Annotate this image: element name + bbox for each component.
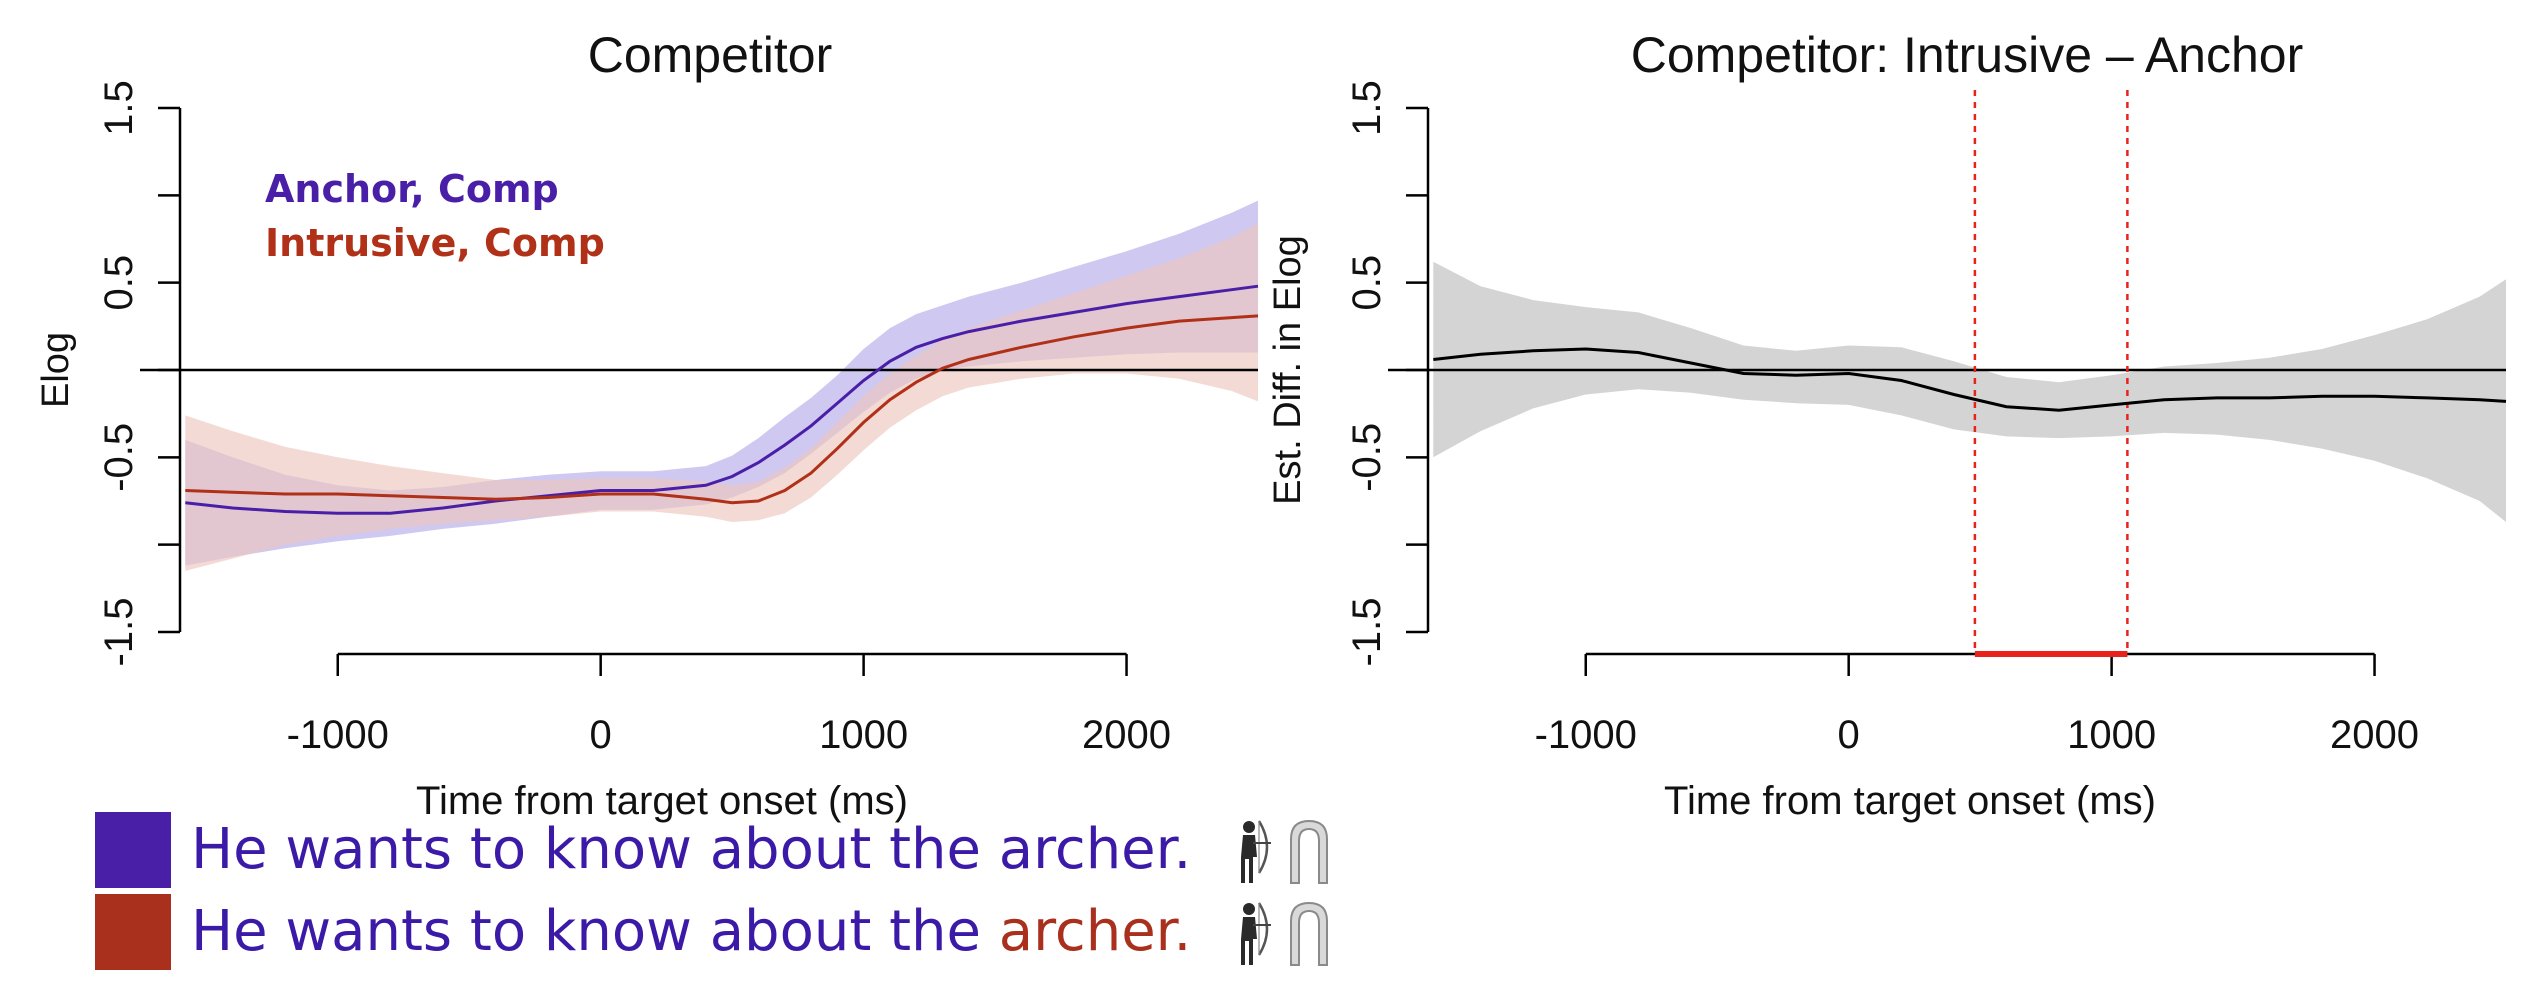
anchor-sentence: He wants to know about the archer.: [191, 817, 1192, 882]
y-tick-label: 0.5: [1345, 255, 1389, 311]
series-line-intrusive: [185, 314, 1259, 505]
x-tick-label: 0: [590, 713, 612, 757]
x-tick-label: 1000: [2067, 713, 2156, 757]
confidence-band-difference: [1433, 261, 2506, 522]
x-tick-label: -1000: [1535, 713, 1637, 757]
x-axis-label: Time from target onset (ms): [416, 779, 908, 823]
y-tick-label: 1.5: [1345, 80, 1389, 136]
y-tick-label: -1.5: [1345, 598, 1389, 667]
series-line-anchor: [185, 284, 1259, 515]
icon-group-1: [1229, 815, 1331, 885]
y-tick-label: -0.5: [1345, 423, 1389, 492]
intrusive-sentence-highlight: archer.: [998, 899, 1192, 964]
x-tick-label: 1000: [819, 713, 908, 757]
legend-row-anchor: He wants to know about the archer.: [95, 812, 1331, 888]
legend-row-intrusive: He wants to know about the archer.: [95, 894, 1331, 970]
y-tick-label: -1.5: [97, 598, 141, 667]
legend-entry-anchor: Anchor, Comp: [265, 167, 559, 211]
y-tick-label: 0.5: [97, 255, 141, 311]
panel-difference: Competitor: Intrusive – Anchor -1.5 -0.5 0.…: [1267, 27, 2507, 823]
panel-competitor: Competitor -1.5 -0.5 0.5 1.5 Elog -1000 0 1000 20…: [35, 27, 1259, 823]
confidence-band-intrusive: [185, 223, 1258, 571]
intrusive-swatch: [95, 894, 171, 970]
arch-icon: [1290, 819, 1329, 884]
icon-group-2: [1229, 897, 1331, 967]
y-tick-label: -0.5: [97, 423, 141, 492]
legend-entry-intrusive: Intrusive, Comp: [265, 221, 605, 265]
intrusive-sentence-prefix: He wants to know about the: [191, 899, 999, 964]
series-line-difference: [1433, 347, 2507, 412]
archer-icon: [1241, 902, 1272, 965]
x-tick-label: 2000: [2330, 713, 2419, 757]
x-tick-label: 0: [1838, 713, 1860, 757]
y-axis-label: Elog: [35, 332, 77, 408]
y-tick-label: 1.5: [97, 80, 141, 136]
arch-icon: [1290, 901, 1329, 966]
x-axis-label: Time from target onset (ms): [1664, 779, 2156, 823]
anchor-swatch: [95, 812, 171, 888]
archer-icon: [1241, 820, 1272, 883]
x-tick-label: -1000: [287, 713, 389, 757]
chart-title: Competitor: [588, 27, 833, 83]
confidence-band-anchor: [185, 200, 1258, 566]
y-axis-label: Est. Diff. in Elog: [1267, 235, 1309, 505]
x-tick-label: 2000: [1082, 713, 1171, 757]
chart-title: Competitor: Intrusive – Anchor: [1631, 27, 2304, 83]
